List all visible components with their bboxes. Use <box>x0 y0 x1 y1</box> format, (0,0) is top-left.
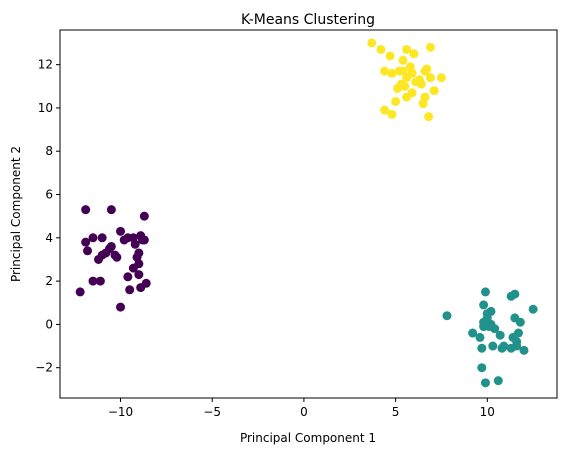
plot-frame <box>59 29 558 399</box>
y-axis: −2 0 2 4 6 8 10 12 <box>35 58 60 375</box>
data-point <box>112 252 122 262</box>
data-point <box>88 276 98 286</box>
y-tick-label: 12 <box>38 58 53 72</box>
data-point <box>139 211 149 221</box>
data-point <box>528 304 538 314</box>
data-point <box>436 73 446 83</box>
data-point <box>125 285 135 295</box>
data-point <box>425 73 435 83</box>
y-tick-label: 8 <box>45 144 53 158</box>
y-axis-label: Principal Component 2 <box>9 146 23 282</box>
data-point <box>385 51 395 61</box>
x-axis-label: Principal Component 1 <box>240 431 376 445</box>
data-point <box>429 86 439 96</box>
y-tick-label: −2 <box>35 361 53 375</box>
data-point <box>81 205 91 215</box>
x-tick-label: 0 <box>300 405 308 419</box>
y-tick-label: 10 <box>38 101 53 115</box>
data-point <box>475 332 485 342</box>
data-point <box>367 38 377 48</box>
data-point <box>392 83 402 93</box>
data-point <box>132 252 142 262</box>
data-point <box>106 241 116 251</box>
x-tick-label: 5 <box>392 405 400 419</box>
y-tick-label: 6 <box>45 188 53 202</box>
data-point <box>119 235 129 245</box>
data-point <box>95 276 105 286</box>
data-point <box>493 376 503 386</box>
data-point <box>405 62 415 72</box>
data-point <box>519 345 529 355</box>
y-tick-label: 4 <box>45 231 53 245</box>
data-point <box>141 278 151 288</box>
data-point <box>477 363 487 373</box>
data-point <box>418 99 428 109</box>
data-point <box>512 337 522 347</box>
y-tick-label: 0 <box>45 317 53 331</box>
data-point <box>398 55 408 65</box>
x-tick-label: −10 <box>108 405 133 419</box>
data-point <box>400 81 410 91</box>
data-point <box>411 77 421 87</box>
data-point <box>380 105 390 115</box>
data-point <box>402 92 412 102</box>
data-point <box>128 233 138 243</box>
x-axis: −10 −5 0 5 10 <box>108 398 495 419</box>
data-point <box>480 287 490 297</box>
data-point <box>83 246 93 256</box>
data-point <box>116 226 126 236</box>
data-point <box>134 270 144 280</box>
data-point <box>479 300 489 310</box>
data-point <box>106 205 116 215</box>
data-point <box>138 235 148 245</box>
data-point <box>515 317 525 327</box>
data-point <box>387 109 397 119</box>
data-point <box>376 44 386 54</box>
data-point <box>402 44 412 54</box>
chart-title: K-Means Clustering <box>241 12 375 28</box>
data-point <box>480 378 490 388</box>
x-tick-label: 10 <box>480 405 495 419</box>
x-tick-label: −5 <box>203 405 221 419</box>
data-point <box>442 311 452 321</box>
data-point <box>422 64 432 74</box>
data-point <box>380 66 390 76</box>
data-point <box>387 68 397 78</box>
data-point <box>97 233 107 243</box>
data-point <box>477 343 487 353</box>
data-point <box>394 66 404 76</box>
data-point <box>409 49 419 59</box>
data-point <box>482 309 492 319</box>
data-point <box>510 289 520 299</box>
y-tick-label: 2 <box>45 274 53 288</box>
data-point <box>425 42 435 52</box>
data-point <box>391 96 401 106</box>
data-point <box>123 272 133 282</box>
data-point <box>75 287 85 297</box>
data-point <box>513 328 523 338</box>
data-point <box>495 330 505 340</box>
data-point <box>116 302 126 312</box>
data-point <box>88 233 98 243</box>
data-point <box>488 341 498 351</box>
data-point <box>497 343 507 353</box>
data-point <box>468 328 478 338</box>
data-point <box>81 237 91 247</box>
points-layer <box>75 38 538 388</box>
data-point <box>479 322 489 332</box>
data-point <box>486 319 496 329</box>
data-point <box>424 112 434 122</box>
